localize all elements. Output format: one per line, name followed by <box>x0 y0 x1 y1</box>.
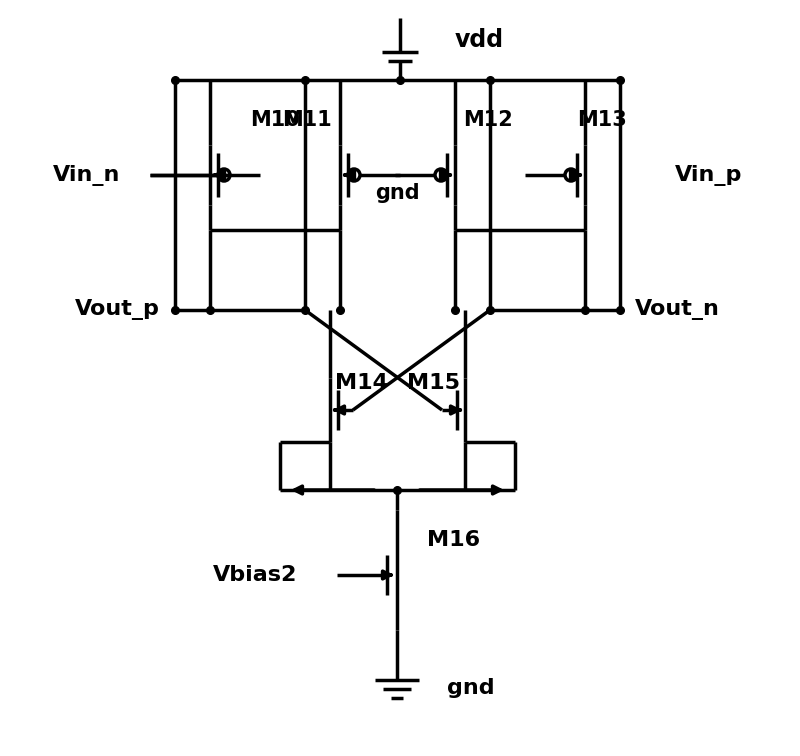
Text: Vin_p: Vin_p <box>675 165 742 185</box>
Text: M10: M10 <box>250 110 300 130</box>
Text: Vin_n: Vin_n <box>53 165 120 185</box>
Text: Vout_p: Vout_p <box>75 299 160 321</box>
Text: gnd: gnd <box>374 183 419 203</box>
Text: M16: M16 <box>427 530 480 550</box>
Text: vdd: vdd <box>455 28 504 52</box>
Text: M11: M11 <box>282 110 332 130</box>
Text: gnd: gnd <box>447 678 494 698</box>
Text: M14: M14 <box>335 373 388 393</box>
Text: Vbias2: Vbias2 <box>213 565 297 585</box>
Text: M12: M12 <box>463 110 513 130</box>
Text: Vout_n: Vout_n <box>635 299 720 321</box>
Text: M15: M15 <box>407 373 460 393</box>
Text: M13: M13 <box>577 110 626 130</box>
